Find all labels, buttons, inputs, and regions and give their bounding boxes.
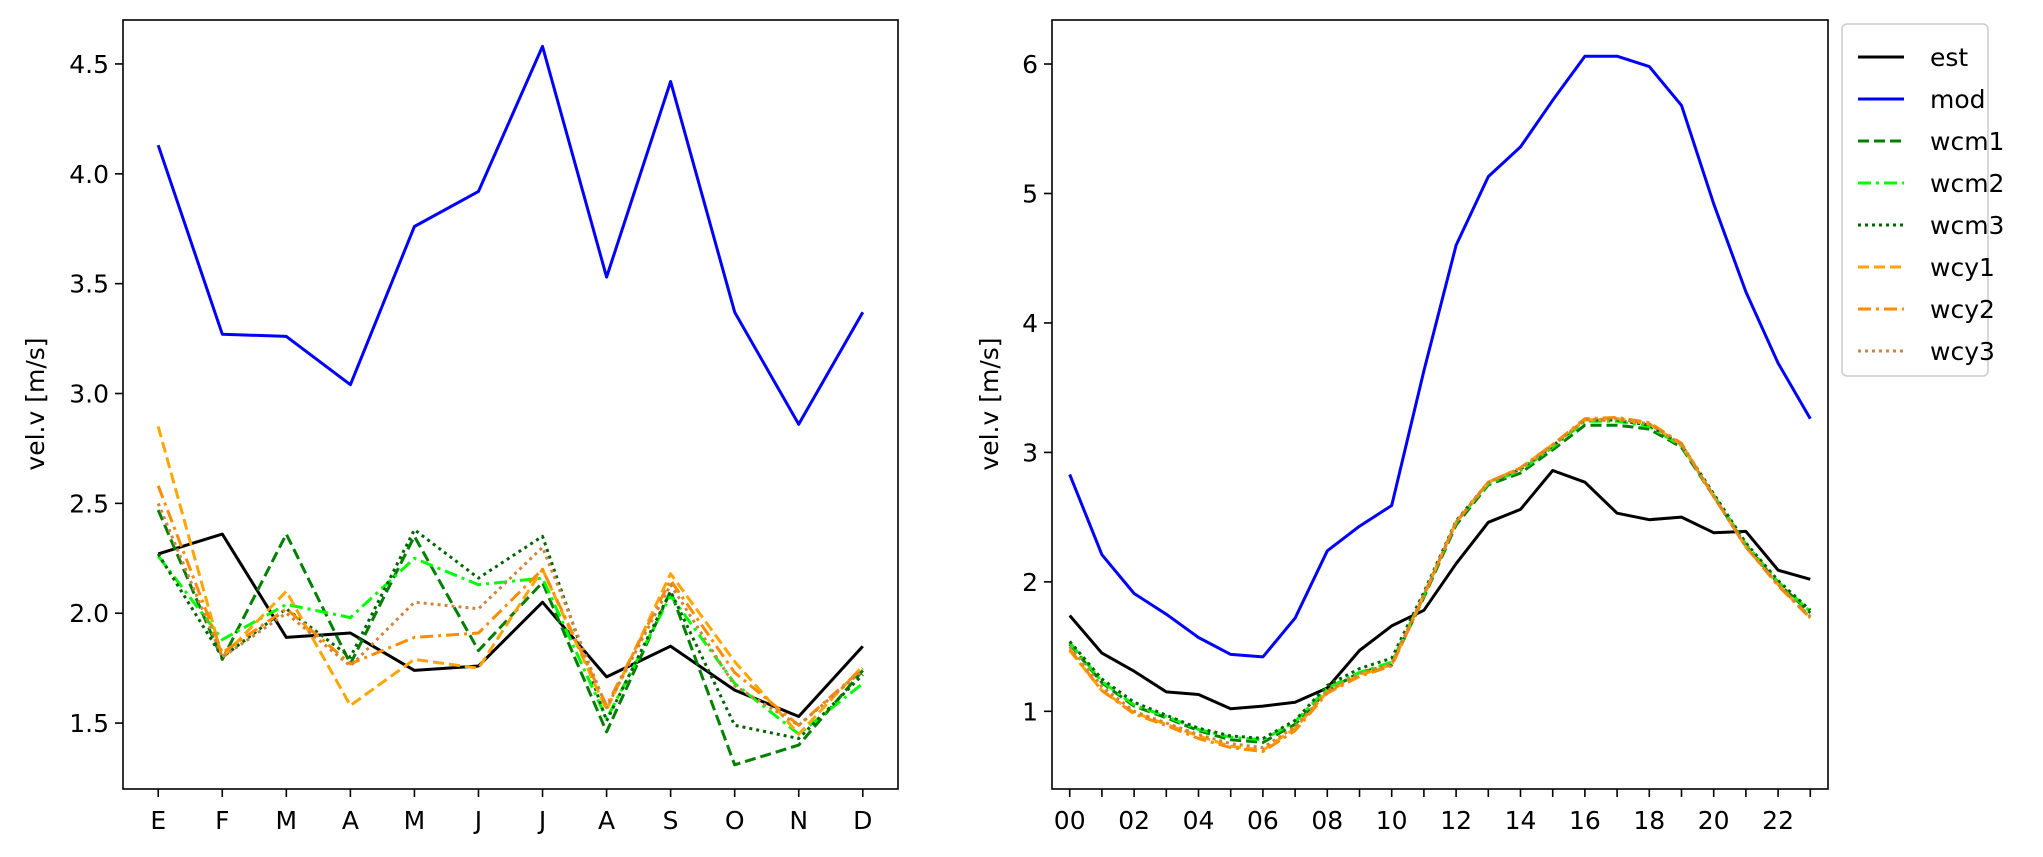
monthly-series-wcm3-line	[156, 528, 864, 740]
monthly-series-mod-line	[156, 44, 865, 426]
monthly-chart: E F M A M J J A S O N D 1.5 2.0 2.5 3.0 3.5 4.0 4.5 vel.v …	[21, 19, 899, 835]
hourly-series-wcy3-line	[1068, 417, 1812, 750]
monthly-x-tick-label: A	[598, 806, 615, 835]
legend-entries: est mod wcm1 wcm2 wcm3 wcy1 wcy2 wcy3	[1858, 43, 2004, 366]
hourly-series-mod-line	[1068, 54, 1812, 659]
monthly-x-tick-label: A	[342, 806, 359, 835]
hourly-x-tick-label: 02	[1118, 806, 1150, 835]
hourly-x-tick-label: 20	[1698, 806, 1730, 835]
legend-label-wcy2: wcy2	[1930, 295, 1995, 324]
monthly-y-tick-label: 4.0	[69, 160, 109, 189]
monthly-x-tick-label: M	[404, 806, 426, 835]
hourly-y-tick-label: 2	[1022, 568, 1038, 597]
monthly-series-wcm2-line	[157, 555, 864, 736]
monthly-x-tick-label: E	[150, 806, 166, 835]
legend-label-wcm1: wcm1	[1930, 127, 2004, 156]
monthly-x-tick-label: D	[853, 806, 872, 835]
hourly-x-tick-label: 22	[1762, 806, 1794, 835]
hourly-x-tick-label: 14	[1505, 806, 1537, 835]
hourly-x-tick-label: 00	[1054, 806, 1086, 835]
monthly-x-tick-label: S	[663, 806, 679, 835]
monthly-x-tick-label: M	[276, 806, 298, 835]
monthly-x-tick-label: F	[215, 806, 229, 835]
monthly-series-wcy1-line	[156, 426, 864, 736]
monthly-y-tick-label: 3.0	[69, 380, 109, 409]
monthly-x-tick-label: N	[789, 806, 808, 835]
hourly-plot-frame	[1051, 19, 1829, 790]
hourly-x-tick-label: 16	[1569, 806, 1601, 835]
legend-label-mod: mod	[1930, 85, 1986, 114]
monthly-y-tick-label: 2.0	[69, 599, 109, 628]
legend-frame	[1841, 23, 1989, 377]
hourly-series-lines	[1068, 54, 1812, 753]
hourly-x-tick-label: 12	[1440, 806, 1472, 835]
hourly-x-tick-label: 08	[1311, 806, 1343, 835]
hourly-series-est-line	[1068, 469, 1811, 711]
legend-label-wcm2: wcm2	[1930, 169, 2004, 198]
hourly-y-tick-label: 6	[1022, 50, 1038, 79]
monthly-series-wcy2-line	[156, 485, 864, 727]
monthly-series-wcy3-line	[156, 502, 864, 727]
legend-label-wcy1: wcy1	[1930, 253, 1995, 282]
hourly-x-tick-label: 10	[1376, 806, 1408, 835]
monthly-ylabel: vel.v [m/s]	[21, 337, 50, 470]
hourly-y-tick-label: 3	[1022, 438, 1038, 467]
hourly-x-tick-label: 06	[1247, 806, 1279, 835]
legend-label-wcm3: wcm3	[1930, 211, 2004, 240]
hourly-ylabel: vel.v [m/s]	[975, 337, 1004, 470]
monthly-y-tick-label: 2.5	[69, 489, 109, 518]
legend-label-est: est	[1930, 43, 1968, 72]
monthly-y-tick-label: 3.5	[69, 270, 109, 299]
hourly-x-tick-label: 18	[1633, 806, 1665, 835]
hourly-y-tick-label: 1	[1022, 697, 1038, 726]
legend: est mod wcm1 wcm2 wcm3 wcy1 wcy2 wcy3	[1841, 23, 2004, 377]
monthly-x-tick-label: J	[473, 806, 482, 835]
hourly-x-tick-label: 04	[1183, 806, 1215, 835]
hourly-y-tick-label: 4	[1022, 309, 1038, 338]
monthly-x-tick-label: J	[537, 806, 546, 835]
monthly-series-lines	[156, 44, 865, 767]
monthly-y-tick-label: 4.5	[69, 50, 109, 79]
monthly-plot-frame	[122, 19, 899, 790]
hourly-y-tick-label: 5	[1022, 179, 1038, 208]
monthly-x-tick-label: O	[725, 806, 745, 835]
monthly-y-tick-label: 1.5	[69, 709, 109, 738]
monthly-axis-ticks: E F M A M J J A S O N D 1.5 2.0 2.5 3.0 3.5 4.0 4.5	[69, 50, 872, 835]
legend-label-wcy3: wcy3	[1930, 337, 1995, 366]
